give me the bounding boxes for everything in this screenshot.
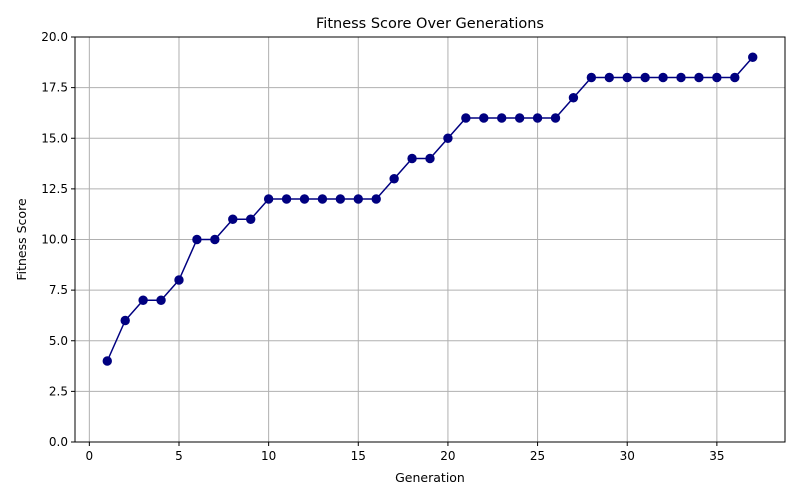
data-point <box>443 133 453 143</box>
data-point <box>730 72 740 83</box>
y-tick-label: 2.5 <box>49 384 68 398</box>
data-point <box>658 72 668 83</box>
data-point <box>676 72 686 83</box>
data-point <box>192 234 202 245</box>
y-axis-label: Fitness Score <box>14 198 29 281</box>
y-tick-label: 10.0 <box>41 233 68 247</box>
x-tick-label: 25 <box>530 449 545 463</box>
x-tick-label: 30 <box>620 449 635 463</box>
data-point <box>228 214 238 224</box>
data-point <box>497 113 507 123</box>
y-tick-label: 7.5 <box>49 283 68 297</box>
data-point <box>532 113 543 123</box>
y-tick-label: 0.0 <box>49 435 68 449</box>
data-point <box>568 93 579 103</box>
x-tick-label: 10 <box>261 449 276 463</box>
x-tick-label: 35 <box>709 449 724 463</box>
data-point <box>550 113 561 123</box>
data-point <box>138 295 148 305</box>
data-point <box>120 315 130 326</box>
x-tick-label: 15 <box>351 449 366 463</box>
chart-title: Fitness Score Over Generations <box>316 16 544 32</box>
data-point <box>694 72 704 83</box>
data-point <box>174 275 184 285</box>
data-point <box>622 72 632 83</box>
y-tick-label: 17.5 <box>41 81 68 95</box>
data-point <box>371 194 381 204</box>
x-axis-label: Generation <box>395 470 465 485</box>
ticks: 0 5 10 15 20 25 30 35 0.0 2.5 5.0 7.5 10.0 12.5 15.0 17… <box>41 30 724 463</box>
data-point <box>712 72 722 83</box>
data-point <box>281 194 292 204</box>
data-point <box>604 72 614 83</box>
data-point <box>479 113 489 123</box>
data-point <box>640 72 650 83</box>
data-point <box>317 194 328 204</box>
data-point <box>156 295 166 305</box>
data-point <box>389 174 399 184</box>
grid <box>75 36 785 443</box>
x-tick-label: 20 <box>440 449 455 463</box>
data-point <box>586 72 597 83</box>
data-point <box>461 113 471 123</box>
series-layer <box>102 52 758 366</box>
x-tick-label: 5 <box>175 449 183 463</box>
data-point <box>246 214 256 224</box>
data-point <box>407 153 417 164</box>
data-point <box>514 113 525 123</box>
data-point <box>102 356 112 366</box>
y-tick-label: 15.0 <box>41 131 68 145</box>
series-line <box>106 56 754 362</box>
data-point <box>210 234 220 245</box>
data-point <box>353 194 363 204</box>
data-point <box>425 153 435 164</box>
y-tick-label: 20.0 <box>41 30 68 44</box>
data-point <box>748 52 758 62</box>
data-point <box>335 194 346 204</box>
y-tick-label: 5.0 <box>49 334 68 348</box>
data-point <box>263 194 274 204</box>
y-tick-label: 12.5 <box>41 182 68 196</box>
x-tick-label: 0 <box>86 449 94 463</box>
data-point <box>299 194 310 204</box>
